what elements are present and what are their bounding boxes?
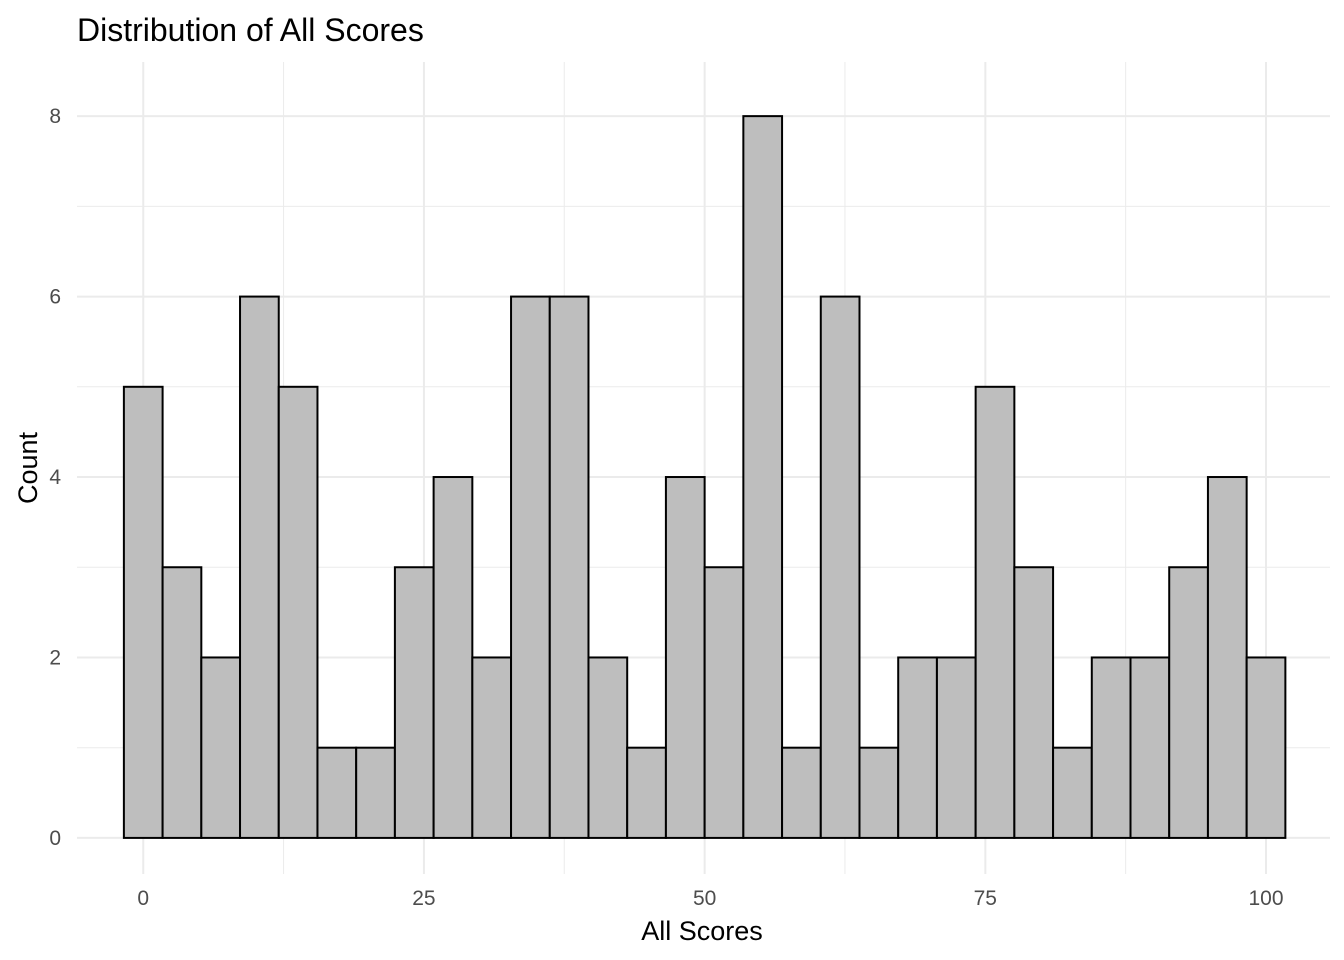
y-tick-label: 0 <box>49 827 61 850</box>
histogram-bar <box>200 656 242 839</box>
histogram-bar <box>1168 566 1209 839</box>
y-axis-ticks: 0 2 4 6 8 <box>49 105 61 850</box>
histogram-bar <box>122 385 164 839</box>
histogram-bar <box>587 656 629 839</box>
histogram-bar <box>819 295 861 839</box>
histogram-bar <box>393 566 435 839</box>
x-tick-label: 100 <box>1248 887 1283 910</box>
histogram-bar <box>1206 476 1248 839</box>
histogram-bar <box>703 566 745 839</box>
y-tick-label: 6 <box>49 286 61 309</box>
x-axis-ticks: 0 25 50 75 100 <box>137 887 1283 910</box>
histogram-bar <box>432 476 474 839</box>
x-tick-label: 75 <box>974 887 997 910</box>
x-axis-label: All Scores <box>641 916 763 946</box>
histogram-bar <box>239 295 280 839</box>
x-tick-label: 25 <box>412 887 435 910</box>
x-tick-label: 0 <box>137 887 149 910</box>
x-tick-label: 50 <box>693 887 716 910</box>
histogram-bar <box>471 656 513 839</box>
histogram-bar <box>974 385 1016 839</box>
histogram-bar <box>1090 656 1132 839</box>
histogram-bar <box>1245 656 1287 839</box>
histogram-bar <box>781 746 822 839</box>
histogram-bar <box>626 746 667 839</box>
histogram-bar <box>1129 656 1171 839</box>
y-axis-label: Count <box>13 431 43 504</box>
histogram-bars <box>122 115 1287 839</box>
histogram-bar <box>742 115 784 839</box>
histogram-bar <box>897 656 938 839</box>
histogram-bar <box>1052 746 1093 839</box>
y-tick-label: 2 <box>49 646 61 669</box>
chart-title: Distribution of All Scores <box>77 12 424 48</box>
histogram-bar <box>355 746 396 839</box>
histogram-bar <box>316 746 358 839</box>
histogram-bar <box>161 566 203 839</box>
histogram-bar <box>664 476 706 839</box>
y-tick-label: 4 <box>49 466 61 489</box>
histogram-bar <box>858 746 900 839</box>
histogram-bar <box>935 656 977 839</box>
y-tick-label: 8 <box>49 105 61 128</box>
histogram-bar <box>510 295 551 839</box>
histogram-bar <box>277 385 319 839</box>
histogram-bar <box>548 295 590 839</box>
histogram-bar <box>1013 566 1055 839</box>
